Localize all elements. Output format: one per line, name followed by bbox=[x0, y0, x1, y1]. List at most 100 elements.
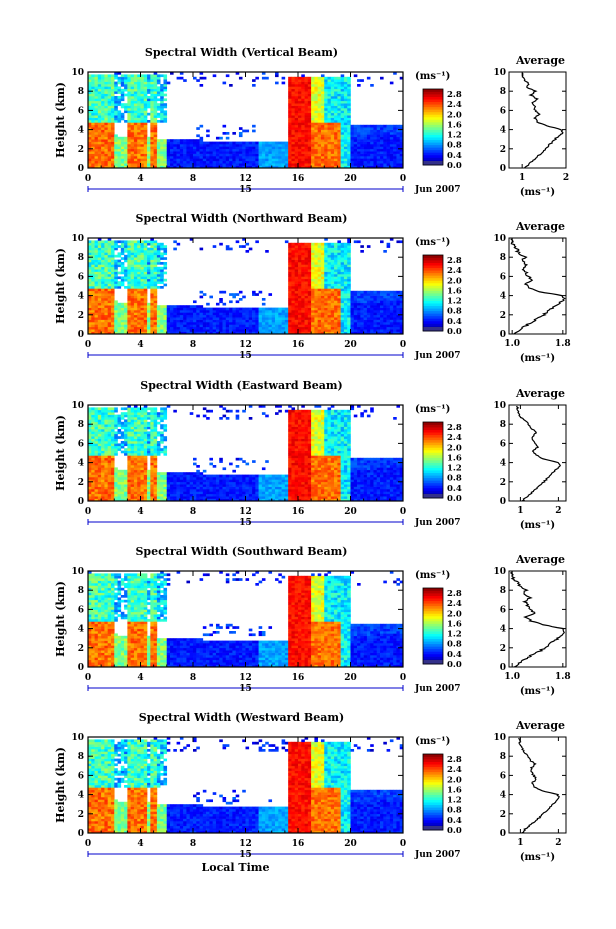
average-x-label: (ms⁻¹) bbox=[520, 520, 555, 531]
x-axis-label: Local Time bbox=[202, 861, 270, 874]
x-tick-label: 0 bbox=[400, 839, 406, 849]
colorbar-tick-label: 1.6 bbox=[447, 120, 462, 130]
average-y-tick-label: 0 bbox=[500, 164, 506, 174]
average-y-tick-label: 10 bbox=[493, 401, 506, 411]
y-tick-label: 6 bbox=[78, 272, 84, 282]
y-tick-label: 0 bbox=[78, 497, 84, 507]
x-tick-label: 12 bbox=[239, 340, 252, 350]
panel-title: Spectral Width (Westward Beam) bbox=[139, 711, 344, 724]
colorbar-tick-label: 2.4 bbox=[447, 433, 462, 443]
heatmap-cells bbox=[88, 72, 404, 169]
heatmap-cells bbox=[88, 238, 404, 335]
colorbar-tick-label: 0.4 bbox=[447, 650, 462, 660]
y-tick-label: 8 bbox=[78, 586, 84, 596]
average-profile: Average 0 2 4 6 8 10 1.0 1.8(ms⁻¹) bbox=[493, 220, 570, 364]
average-x-tick-label: 1 bbox=[517, 838, 523, 848]
colorbar-tick-label: 2.0 bbox=[447, 609, 462, 619]
y-tick-label: 10 bbox=[71, 68, 84, 78]
average-x-tick-label: 1.0 bbox=[504, 339, 520, 349]
average-profile-line bbox=[518, 737, 560, 834]
month-label: Jun 2007 bbox=[414, 185, 461, 195]
y-tick-label: 2 bbox=[78, 311, 84, 321]
x-tick-label: 4 bbox=[137, 174, 143, 184]
x-tick-label: 0 bbox=[400, 673, 406, 683]
average-y-tick-label: 10 bbox=[493, 68, 506, 78]
average-x-label: (ms⁻¹) bbox=[520, 852, 555, 863]
x-tick-label: 8 bbox=[190, 340, 196, 350]
average-y-tick-label: 10 bbox=[493, 567, 506, 577]
average-y-tick-label: 10 bbox=[493, 234, 506, 244]
colorbar-tick-label: 0.8 bbox=[447, 640, 462, 650]
average-y-tick-label: 0 bbox=[500, 829, 506, 839]
y-tick-label: 6 bbox=[78, 771, 84, 781]
panel-title: Spectral Width (Eastward Beam) bbox=[140, 379, 342, 392]
average-y-tick-label: 6 bbox=[500, 439, 506, 449]
average-title: Average bbox=[515, 387, 565, 400]
y-axis-label: Height (km) bbox=[54, 82, 67, 158]
average-profile-line bbox=[516, 405, 562, 502]
y-axis-label: Height (km) bbox=[54, 248, 67, 324]
day-label: 15 bbox=[239, 518, 252, 528]
y-tick-label: 4 bbox=[78, 126, 84, 136]
colorbar-tick-label: 1.6 bbox=[447, 286, 462, 296]
average-title: Average bbox=[515, 553, 565, 566]
heatmap-cells bbox=[88, 571, 404, 668]
colorbar-tick-label: 0.8 bbox=[447, 474, 462, 484]
colorbar-tick-label: 0.4 bbox=[447, 151, 462, 161]
average-profile-line bbox=[510, 238, 566, 335]
colorbar-tick-label: 2.0 bbox=[447, 110, 462, 120]
colorbar: 0.00.40.81.21.62.02.42.8 bbox=[422, 421, 462, 504]
month-label: Jun 2007 bbox=[414, 351, 461, 361]
average-y-tick-label: 2 bbox=[500, 311, 506, 321]
colorbar-tick-label: 2.8 bbox=[447, 755, 462, 765]
x-tick-label: 16 bbox=[292, 839, 305, 849]
x-tick-label: 4 bbox=[137, 839, 143, 849]
y-tick-label: 2 bbox=[78, 644, 84, 654]
colorbar-unit: (ms⁻¹) bbox=[415, 71, 450, 82]
colorbar-tick-label: 0.8 bbox=[447, 806, 462, 816]
colorbar-unit: (ms⁻¹) bbox=[415, 570, 450, 581]
colorbar-tick-label: 2.8 bbox=[447, 256, 462, 266]
colorbar-tick-label: 2.0 bbox=[447, 775, 462, 785]
y-tick-label: 10 bbox=[71, 234, 84, 244]
month-label: Jun 2007 bbox=[414, 518, 461, 528]
day-label: 15 bbox=[239, 850, 252, 860]
average-y-tick-label: 6 bbox=[500, 605, 506, 615]
day-label: 15 bbox=[239, 185, 252, 195]
average-profile-line bbox=[509, 571, 565, 668]
colorbar-tick-label: 0.0 bbox=[447, 826, 462, 836]
day-label: 15 bbox=[239, 684, 252, 694]
x-tick-label: 12 bbox=[239, 673, 252, 683]
average-x-label: (ms⁻¹) bbox=[520, 353, 555, 364]
y-tick-label: 0 bbox=[78, 829, 84, 839]
y-tick-label: 10 bbox=[71, 567, 84, 577]
y-tick-label: 8 bbox=[78, 752, 84, 762]
colorbar-tick-label: 1.2 bbox=[447, 464, 462, 474]
y-tick-label: 2 bbox=[78, 478, 84, 488]
x-tick-label: 0 bbox=[85, 673, 91, 683]
x-tick-label: 8 bbox=[190, 507, 196, 517]
average-title: Average bbox=[515, 220, 565, 233]
average-x-tick-label: 1.8 bbox=[555, 672, 571, 682]
colorbar-tick-label: 1.2 bbox=[447, 796, 462, 806]
y-tick-label: 0 bbox=[78, 164, 84, 174]
colorbar-tick-label: 0.0 bbox=[447, 161, 462, 171]
y-tick-label: 8 bbox=[78, 420, 84, 430]
average-y-tick-label: 6 bbox=[500, 106, 506, 116]
average-frame bbox=[508, 71, 567, 169]
average-frame bbox=[508, 570, 567, 668]
day-label: 15 bbox=[239, 351, 252, 361]
heatmap-cells bbox=[88, 405, 404, 502]
x-tick-label: 20 bbox=[344, 839, 357, 849]
colorbar-unit: (ms⁻¹) bbox=[415, 237, 450, 248]
x-tick-label: 16 bbox=[292, 340, 305, 350]
x-tick-label: 12 bbox=[239, 507, 252, 517]
average-x-tick-label: 2 bbox=[555, 506, 561, 516]
y-tick-label: 0 bbox=[78, 330, 84, 340]
average-y-tick-label: 10 bbox=[493, 733, 506, 743]
average-y-tick-label: 4 bbox=[500, 625, 506, 635]
colorbar: 0.00.40.81.21.62.02.42.8 bbox=[422, 254, 462, 337]
